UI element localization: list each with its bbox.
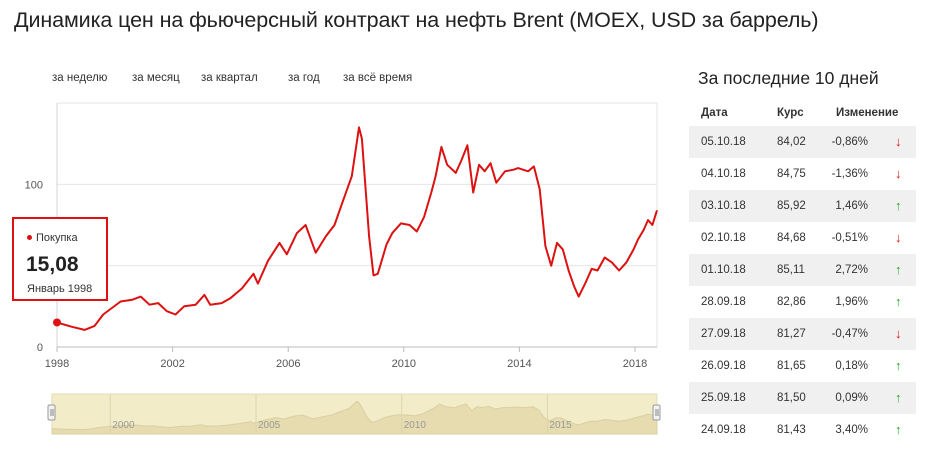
row-date: 26.09.18 bbox=[701, 360, 746, 372]
arrow-down-icon: ↓ bbox=[895, 230, 902, 245]
x-tick-label: 2018 bbox=[623, 358, 647, 370]
navigator-tick-label: 2005 bbox=[258, 420, 281, 431]
table-title: За последние 10 дней bbox=[698, 68, 879, 88]
x-tick-label: 2002 bbox=[160, 358, 184, 370]
table-row: 26.09.18 81,65 0,18% ↑ bbox=[689, 350, 916, 382]
row-date: 25.09.18 bbox=[701, 392, 746, 404]
row-rate: 81,50 bbox=[777, 392, 806, 404]
row-rate: 84,75 bbox=[777, 168, 806, 180]
arrow-up-icon: ↑ bbox=[895, 198, 902, 213]
row-rate: 81,27 bbox=[777, 328, 806, 340]
tooltip-date: Январь 1998 bbox=[27, 283, 93, 295]
table-header: Дата Курс Изменение bbox=[689, 100, 916, 126]
arrow-down-icon: ↓ bbox=[895, 326, 902, 341]
row-date: 24.09.18 bbox=[701, 424, 746, 436]
row-change: -0,51% bbox=[831, 232, 868, 244]
row-rate: 81,65 bbox=[777, 360, 806, 372]
table-body: 05.10.18 84,02 -0,86% ↓ 04.10.18 84,75 -1,36% ↓… bbox=[689, 126, 916, 446]
row-change: 0,18% bbox=[835, 360, 868, 372]
row-change: 3,40% bbox=[835, 424, 868, 436]
table-row: 24.09.18 81,43 3,40% ↑ bbox=[689, 414, 916, 446]
row-change: -0,86% bbox=[831, 136, 868, 148]
x-tick-label: 1998 bbox=[45, 358, 69, 370]
series-point-marker bbox=[53, 318, 61, 327]
navigator-tick-label: 2000 bbox=[112, 420, 135, 431]
row-date: 03.10.18 bbox=[701, 200, 746, 212]
header-change: Изменение bbox=[836, 107, 899, 119]
y-tick-label: 0 bbox=[37, 342, 43, 354]
price-chart[interactable]: 0 100 1998 2002 2006 2010 2014 2018 2000 2005 2010… bbox=[0, 0, 680, 468]
row-rate: 81,43 bbox=[777, 424, 806, 436]
table-row: 25.09.18 81,50 0,09% ↑ bbox=[689, 382, 916, 414]
row-date: 27.09.18 bbox=[701, 328, 746, 340]
arrow-up-icon: ↑ bbox=[895, 422, 902, 437]
arrow-down-icon: ↓ bbox=[895, 134, 902, 149]
series-line bbox=[56, 126, 658, 331]
tab-week[interactable]: за неделю bbox=[52, 72, 108, 84]
page-title: Динамика цен на фьючерсный контракт на н… bbox=[14, 8, 819, 32]
x-tick-label: 2014 bbox=[507, 358, 531, 370]
arrow-up-icon: ↑ bbox=[895, 262, 902, 277]
navigator-tick-label: 2010 bbox=[404, 420, 427, 431]
table-row: 01.10.18 85,11 2,72% ↑ bbox=[689, 254, 916, 286]
chart-tooltip: Покупка 15,08 Январь 1998 bbox=[12, 217, 108, 301]
navigator-tick-label: 2015 bbox=[549, 420, 572, 431]
row-change: 1,46% bbox=[835, 200, 868, 212]
row-change: 2,72% bbox=[835, 264, 868, 276]
row-date: 01.10.18 bbox=[701, 264, 746, 276]
y-tick-label: 100 bbox=[25, 179, 43, 191]
row-rate: 85,92 bbox=[777, 200, 806, 212]
header-rate: Курс bbox=[777, 107, 804, 119]
table-row: 28.09.18 82,86 1,96% ↑ bbox=[689, 286, 916, 318]
table-row: 03.10.18 85,92 1,46% ↑ bbox=[689, 190, 916, 222]
row-date: 04.10.18 bbox=[701, 168, 746, 180]
row-rate: 84,68 bbox=[777, 232, 806, 244]
row-change: 0,09% bbox=[835, 392, 868, 404]
row-rate: 84,02 bbox=[777, 136, 806, 148]
arrow-up-icon: ↑ bbox=[895, 358, 902, 373]
row-date: 28.09.18 bbox=[701, 296, 746, 308]
row-change: 1,96% bbox=[835, 296, 868, 308]
row-change: -0,47% bbox=[831, 328, 868, 340]
rates-table: Дата Курс Изменение 05.10.18 84,02 -0,86% ↓… bbox=[689, 100, 916, 446]
navigator-series bbox=[51, 400, 658, 435]
header-date: Дата bbox=[701, 107, 728, 119]
table-row: 02.10.18 84,68 -0,51% ↓ bbox=[689, 222, 916, 254]
tooltip-value: 15,08 bbox=[26, 253, 79, 276]
tab-year[interactable]: за год bbox=[288, 72, 320, 84]
tab-quarter[interactable]: за квартал bbox=[201, 72, 258, 84]
row-rate: 85,11 bbox=[777, 264, 805, 276]
tooltip-series-label: Покупка bbox=[36, 232, 78, 244]
table-row: 27.09.18 81,27 -0,47% ↓ bbox=[689, 318, 916, 350]
series-dot-icon bbox=[27, 234, 32, 240]
arrow-up-icon: ↑ bbox=[895, 294, 902, 309]
x-tick-label: 2006 bbox=[276, 358, 300, 370]
arrow-down-icon: ↓ bbox=[895, 166, 902, 181]
table-row: 05.10.18 84,02 -0,86% ↓ bbox=[689, 126, 916, 158]
tab-all-time[interactable]: за всё время bbox=[343, 72, 413, 84]
row-date: 02.10.18 bbox=[701, 232, 746, 244]
row-change: -1,36% bbox=[831, 168, 868, 180]
tooltip-series: Покупка bbox=[27, 232, 78, 244]
row-rate: 82,86 bbox=[777, 296, 806, 308]
row-date: 05.10.18 bbox=[701, 136, 746, 148]
arrow-up-icon: ↑ bbox=[895, 390, 902, 405]
tab-month[interactable]: за месяц bbox=[132, 72, 180, 84]
table-row: 04.10.18 84,75 -1,36% ↓ bbox=[689, 158, 916, 190]
x-tick-label: 2010 bbox=[392, 358, 416, 370]
